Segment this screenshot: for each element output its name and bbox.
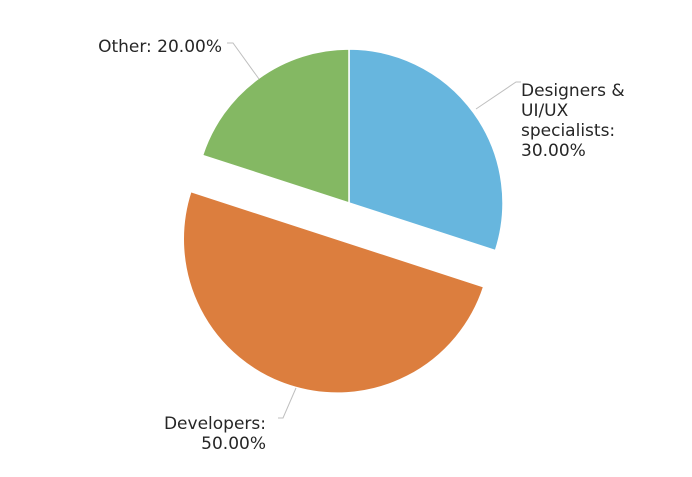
labels-layer: Designers & UI/UX specialists: 30.00% Develo… — [98, 37, 625, 454]
slice-label-designers-ui-ux-specialists: Designers & UI/UX specialists: 30.00% — [521, 81, 625, 161]
pie-slice-designers-ui-ux-specialists[interactable] — [348, 48, 504, 252]
slice-label-line: Other: 20.00% — [98, 37, 222, 57]
leader-lines-layer — [227, 42, 521, 419]
slices-layer — [182, 48, 504, 394]
slice-label-line: specialists: — [521, 121, 615, 141]
leader-line-designers-ui-ux-specialists — [475, 81, 521, 110]
slice-label-developers: Developers: 50.00% — [164, 414, 266, 454]
slice-label-line: 50.00% — [201, 434, 266, 454]
slice-label-line: 30.00% — [521, 141, 586, 161]
slice-label-line: Designers & — [521, 81, 625, 101]
leader-line-developers — [278, 387, 297, 419]
leader-line-other — [227, 42, 260, 80]
pie-slice-developers[interactable] — [182, 190, 485, 394]
pie-slice-other[interactable] — [201, 48, 350, 205]
slice-label-line: Developers: — [164, 414, 266, 434]
slice-label-line: UI/UX — [521, 101, 569, 121]
slice-label-other: Other: 20.00% — [98, 37, 222, 57]
